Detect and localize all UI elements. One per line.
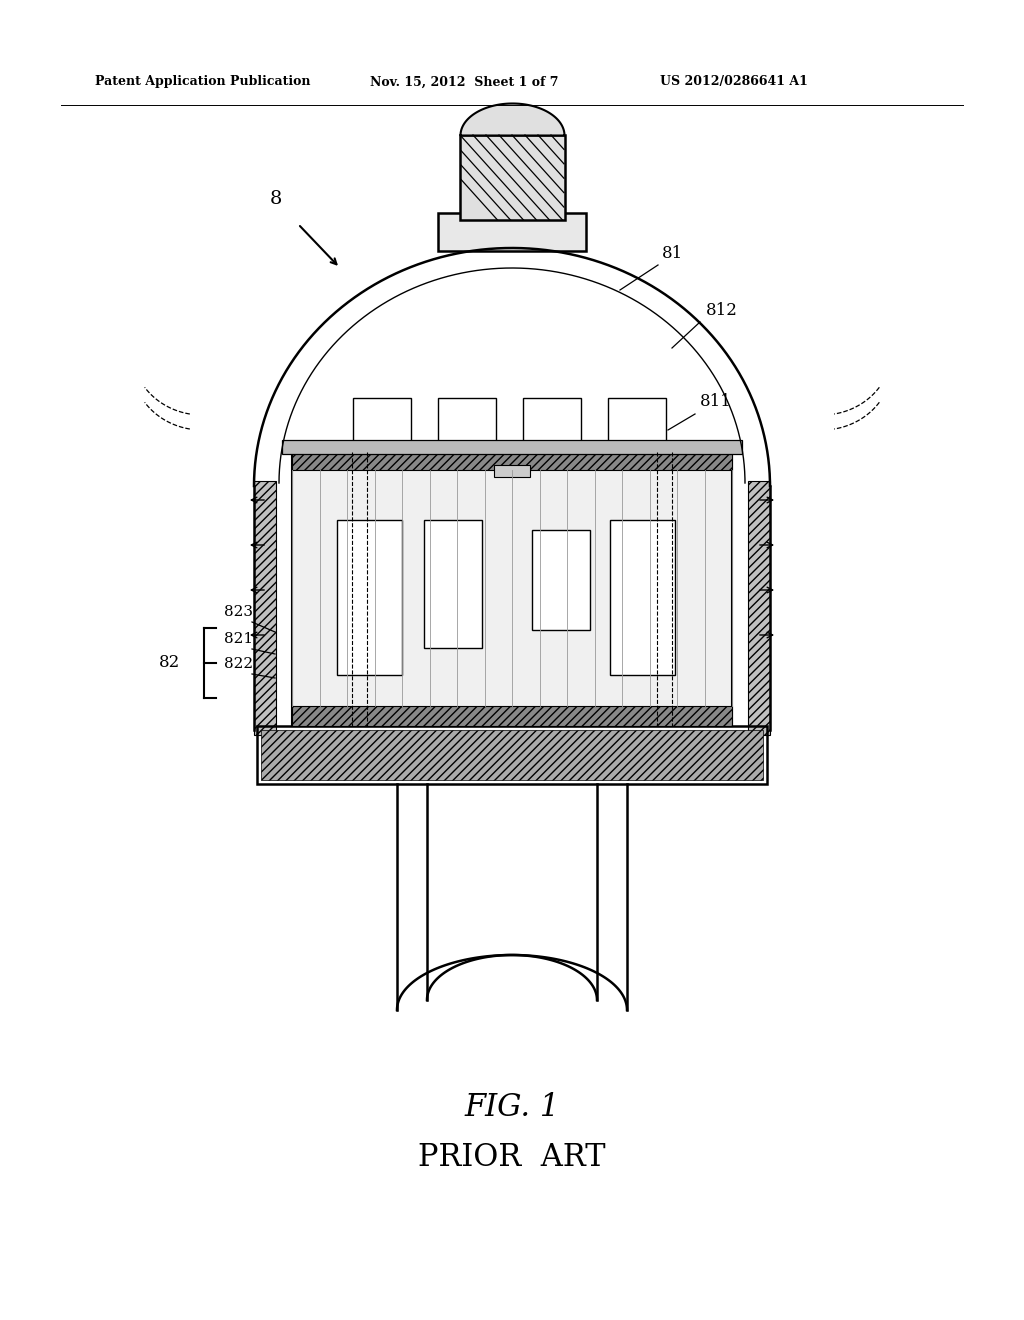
Bar [460,135,565,220]
Bar [494,465,530,477]
Text: 822: 822 [224,657,253,671]
Text: 82: 82 [160,653,180,671]
Text: US 2012/0286641 A1: US 2012/0286641 A1 [660,75,808,88]
Bar [261,730,763,780]
Text: 811: 811 [700,393,732,411]
Text: PRIOR  ART: PRIOR ART [418,1143,606,1173]
Bar [438,399,496,451]
Bar [257,726,767,784]
Text: 812: 812 [706,302,738,319]
Bar [292,451,732,470]
Text: 821: 821 [224,632,253,645]
Bar [353,399,411,451]
Bar [292,451,732,726]
Bar [438,213,586,251]
Bar [254,480,276,735]
Bar [610,520,675,675]
Text: 81: 81 [662,246,683,261]
Text: Patent Application Publication: Patent Application Publication [95,75,310,88]
Bar [748,480,770,735]
Text: 823: 823 [224,605,253,619]
Bar [282,440,742,454]
Text: FIG. 1: FIG. 1 [464,1093,560,1123]
Bar [523,399,581,451]
Bar [424,520,482,648]
Bar [532,531,590,630]
Text: Nov. 15, 2012  Sheet 1 of 7: Nov. 15, 2012 Sheet 1 of 7 [370,75,558,88]
Text: 8: 8 [270,190,283,209]
Bar [608,399,666,451]
Bar [337,520,402,675]
Bar [292,706,732,726]
